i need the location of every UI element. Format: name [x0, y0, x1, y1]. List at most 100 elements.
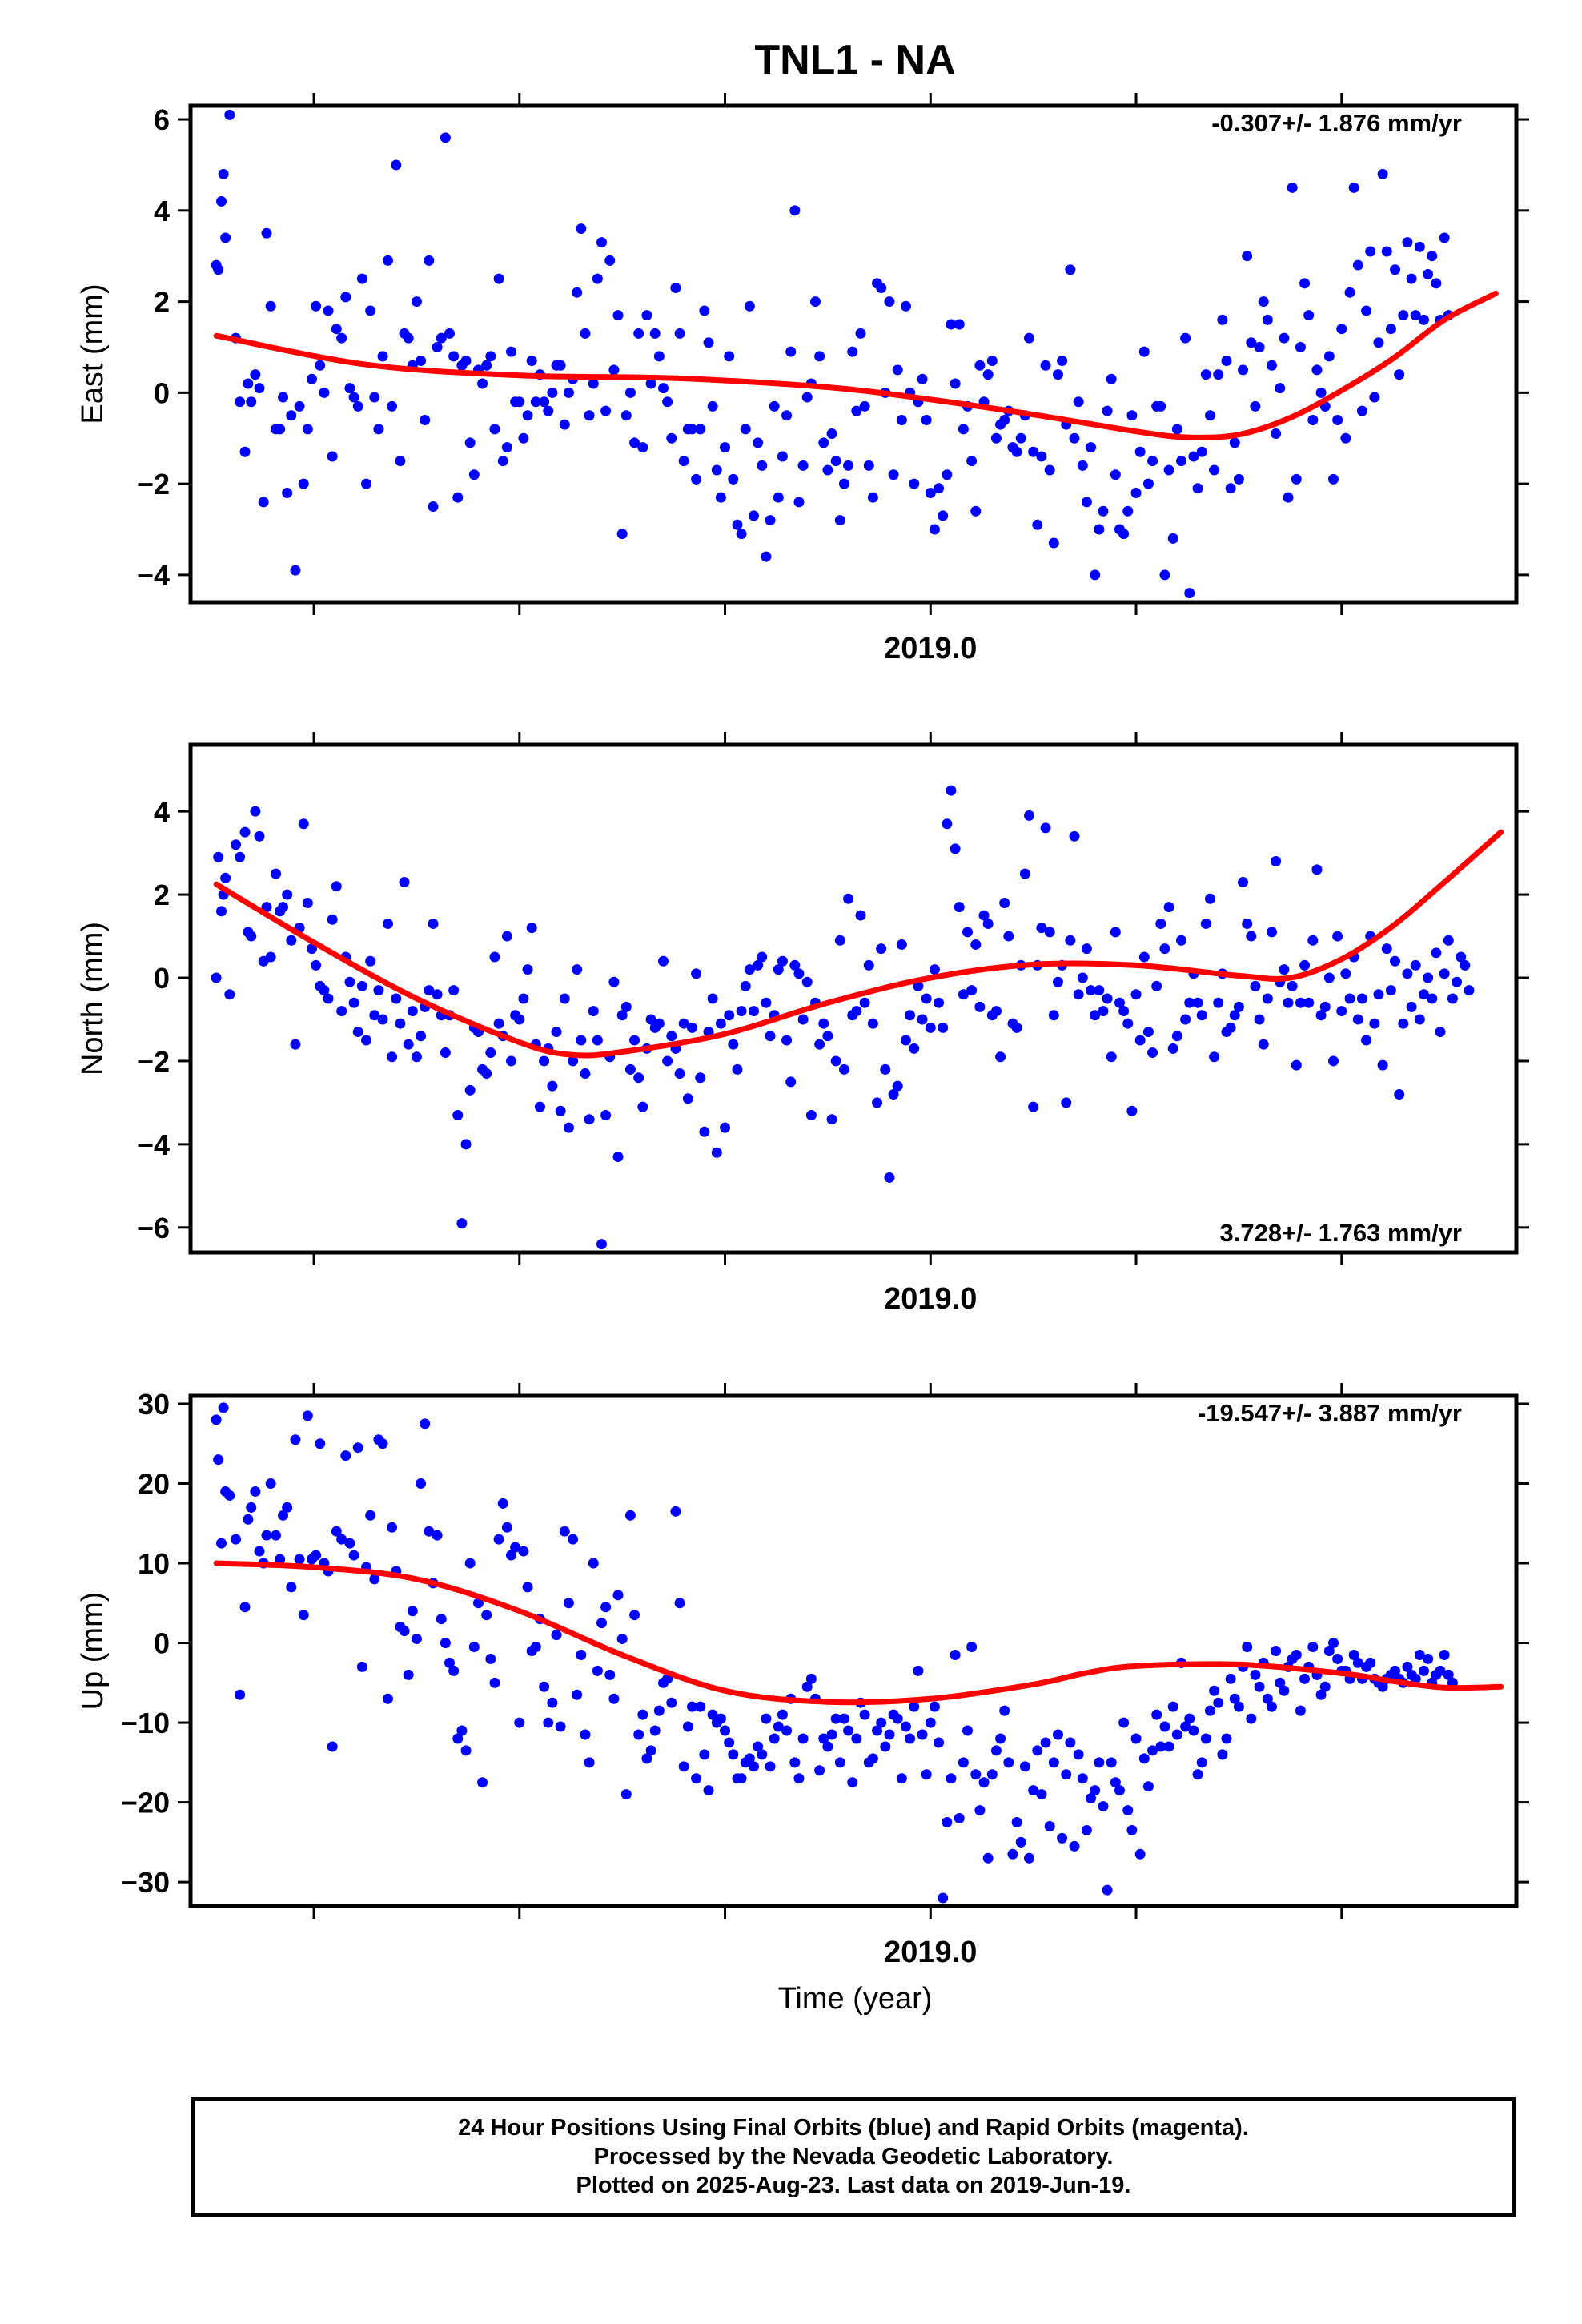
- data-point: [1200, 918, 1211, 929]
- data-point: [645, 1014, 656, 1025]
- data-point: [769, 1733, 780, 1744]
- data-point: [1188, 1725, 1199, 1736]
- data-point: [407, 1606, 418, 1617]
- data-point: [1242, 918, 1253, 929]
- data-point: [990, 1006, 1002, 1017]
- data-point: [966, 456, 978, 467]
- data-point: [506, 1055, 517, 1067]
- data-point: [580, 328, 591, 339]
- data-point: [493, 273, 504, 284]
- data-point: [1266, 1701, 1277, 1712]
- data-point: [1287, 980, 1298, 991]
- y-axis-label: North (mm): [76, 922, 110, 1076]
- data-point: [1171, 424, 1182, 435]
- data-point: [1323, 1646, 1335, 1656]
- data-point: [596, 1618, 607, 1629]
- data-point: [216, 195, 227, 207]
- data-point: [356, 980, 367, 991]
- data-point: [925, 487, 936, 498]
- data-point: [302, 1410, 313, 1421]
- data-point: [917, 1014, 928, 1025]
- data-point: [1315, 1010, 1327, 1021]
- data-point: [814, 1039, 825, 1050]
- data-point: [1229, 1010, 1240, 1021]
- data-point: [1086, 1793, 1097, 1804]
- data-point: [1377, 1681, 1388, 1692]
- data-point: [1352, 259, 1363, 271]
- data-point: [282, 1502, 293, 1513]
- data-point: [892, 1080, 903, 1092]
- data-point: [1130, 1733, 1142, 1744]
- data-point: [728, 1039, 739, 1050]
- data-point: [929, 1701, 940, 1712]
- data-point: [1266, 360, 1277, 371]
- data-point: [612, 310, 624, 321]
- data-point: [814, 1765, 825, 1776]
- data-point: [1200, 1733, 1211, 1744]
- data-point: [748, 1006, 759, 1017]
- data-point: [620, 1789, 632, 1800]
- data-point: [728, 1749, 739, 1760]
- data-point: [336, 1534, 347, 1545]
- data-point: [974, 1001, 986, 1012]
- data-point: [246, 1502, 257, 1513]
- data-point: [522, 1582, 533, 1593]
- data-point: [720, 1122, 731, 1133]
- data-point: [1385, 324, 1396, 335]
- data-point: [686, 1701, 697, 1712]
- data-point: [1204, 410, 1215, 421]
- data-point: [290, 565, 301, 576]
- rate-label: 3.728+/- 1.763 mm/yr: [1220, 1219, 1462, 1247]
- data-point: [1332, 414, 1343, 425]
- data-point: [530, 1642, 541, 1653]
- data-point: [250, 1486, 261, 1497]
- data-point: [1356, 405, 1367, 416]
- data-point: [744, 1753, 755, 1764]
- data-point: [715, 492, 726, 503]
- data-point: [695, 1072, 706, 1084]
- data-point: [1283, 997, 1294, 1008]
- data-point: [867, 1018, 878, 1029]
- data-point: [265, 300, 276, 312]
- y-axis-label: East (mm): [76, 283, 110, 424]
- data-point: [1348, 1649, 1359, 1660]
- data-point: [744, 300, 755, 312]
- data-point: [1402, 1661, 1413, 1672]
- data-point: [514, 1717, 525, 1728]
- data-point: [1381, 246, 1392, 257]
- data-point: [966, 1642, 978, 1653]
- data-point: [327, 1741, 338, 1752]
- data-point: [1057, 356, 1068, 367]
- data-point: [216, 1538, 227, 1549]
- data-point: [777, 451, 788, 462]
- data-point: [588, 378, 599, 389]
- data-point: [761, 1713, 772, 1724]
- data-point: [526, 923, 537, 934]
- data-point: [1299, 278, 1311, 289]
- data-point: [670, 283, 681, 294]
- data-point: [1295, 1705, 1306, 1716]
- data-point: [834, 1757, 845, 1768]
- data-point: [306, 943, 317, 955]
- data-point: [382, 255, 393, 266]
- data-point: [551, 1027, 562, 1038]
- data-point: [1283, 492, 1294, 503]
- data-point: [1246, 337, 1257, 348]
- data-point: [620, 410, 632, 421]
- data-point: [348, 997, 359, 1008]
- data-point: [1431, 947, 1442, 959]
- data-point: [543, 405, 554, 416]
- data-point: [851, 1733, 862, 1744]
- data-point: [1094, 985, 1105, 996]
- data-point: [1307, 1642, 1319, 1653]
- data-point: [282, 487, 293, 498]
- data-point: [876, 283, 887, 294]
- data-point: [1340, 432, 1351, 444]
- data-point: [290, 1434, 301, 1445]
- data-point: [1118, 1006, 1130, 1017]
- data-point: [411, 1634, 422, 1645]
- x-tick-label: 2019.0: [884, 1936, 977, 1969]
- data-point: [365, 305, 376, 316]
- data-point: [315, 1438, 326, 1449]
- data-point: [1155, 918, 1166, 929]
